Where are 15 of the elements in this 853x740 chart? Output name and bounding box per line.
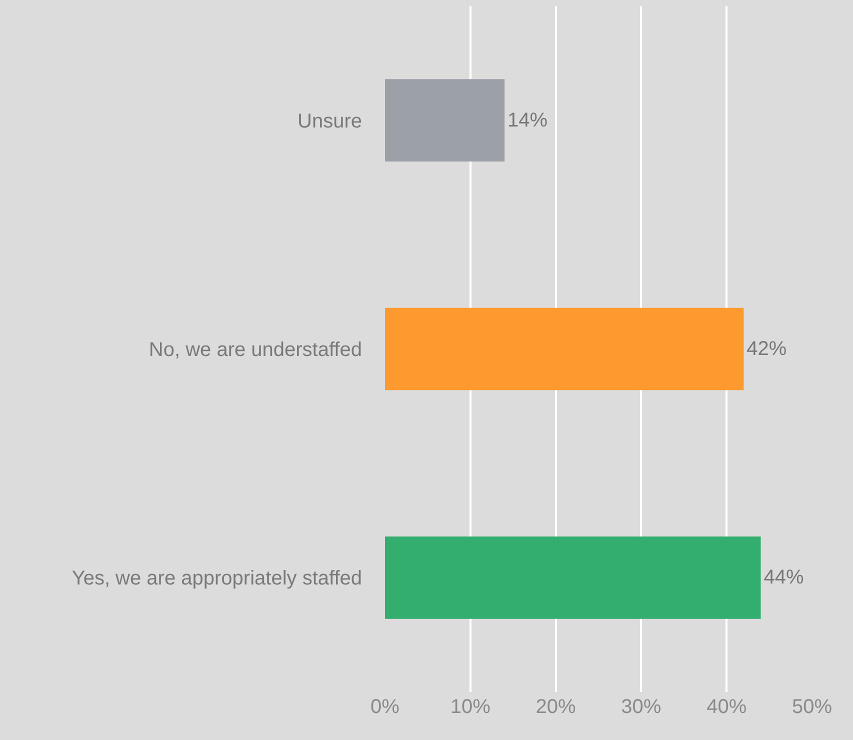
x-tick-label: 20% bbox=[536, 696, 576, 718]
x-tick-label: 10% bbox=[450, 696, 491, 718]
x-tick-label: 50% bbox=[792, 696, 832, 718]
x-tick-label: 30% bbox=[621, 696, 662, 718]
x-tick-label: 40% bbox=[706, 696, 747, 718]
y-tick-label: Unsure bbox=[298, 110, 362, 132]
bar bbox=[385, 536, 761, 619]
data-label: 14% bbox=[508, 109, 548, 132]
bar bbox=[385, 308, 744, 390]
y-tick-label: No, we are understaffed bbox=[148, 339, 362, 361]
x-tick-label: 0% bbox=[370, 696, 400, 718]
data-label: 44% bbox=[764, 566, 804, 589]
data-label: 42% bbox=[746, 338, 787, 360]
bar bbox=[385, 79, 505, 162]
y-tick-label: Yes, we are appropriately staffed bbox=[72, 568, 362, 590]
